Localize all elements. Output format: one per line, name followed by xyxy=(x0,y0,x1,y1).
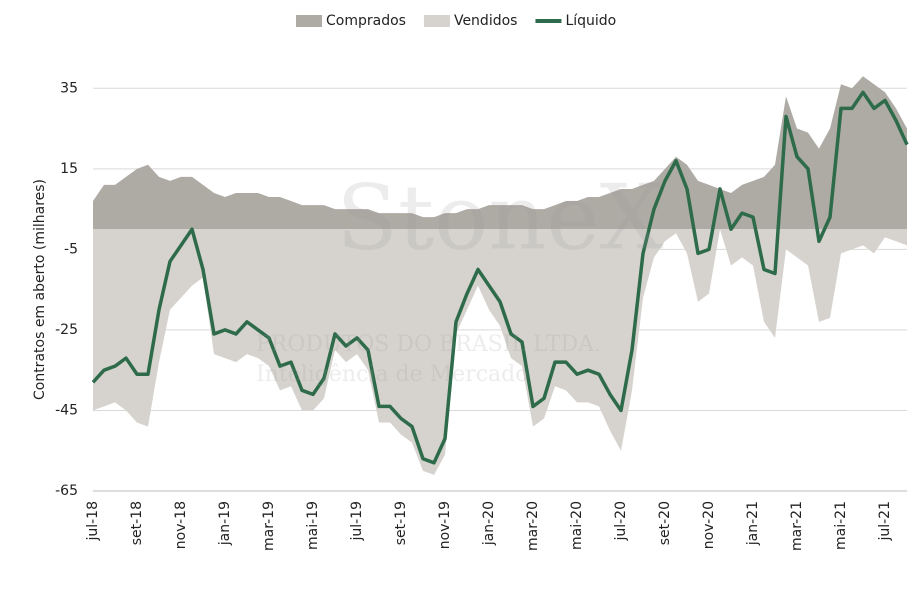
y-tick-label: -45 xyxy=(55,402,78,418)
x-tick-label: set-19 xyxy=(393,501,409,545)
legend-label: Comprados xyxy=(326,13,406,29)
x-tick-label: mar-20 xyxy=(525,501,541,551)
y-tick-label: -65 xyxy=(55,483,78,499)
x-tick-label: nov-18 xyxy=(173,501,189,549)
legend-swatch xyxy=(296,15,322,27)
x-tick-label: mar-21 xyxy=(789,501,805,551)
y-axis-label: Contratos em aberto (milhares) xyxy=(32,179,48,400)
x-tick-label: jul-21 xyxy=(877,501,893,542)
line xyxy=(91,90,909,465)
x-tick-label: jan-20 xyxy=(481,501,497,546)
y-tick-label: -5 xyxy=(64,241,78,257)
watermark: Inteligência de Mercado xyxy=(256,362,528,387)
watermark: StoneX xyxy=(336,165,663,270)
watermark: PRODUTOS DO BRASIL LTDA. xyxy=(256,332,601,357)
x-tick-label: jul-19 xyxy=(349,501,365,542)
x-tick-label: nov-19 xyxy=(437,501,453,549)
x-tick-label: jan-19 xyxy=(217,501,233,546)
x-tick-label: nov-20 xyxy=(701,501,717,549)
area xyxy=(93,229,907,475)
y-tick-label: 15 xyxy=(60,161,78,177)
x-tick-label: mai-19 xyxy=(305,501,321,550)
x-tick-label: jul-20 xyxy=(613,501,629,542)
x-tick-label: jul-18 xyxy=(85,501,101,542)
x-tick-label: mar-19 xyxy=(261,501,277,551)
x-tick-label: set-18 xyxy=(129,501,145,545)
legend-label: Vendidos xyxy=(454,13,518,29)
x-tick-label: mai-21 xyxy=(833,501,849,550)
x-tick-label: set-20 xyxy=(657,501,673,545)
legend: Comprados Vendidos Líquido xyxy=(296,13,616,29)
legend-swatch xyxy=(423,15,450,27)
y-tick-label: -25 xyxy=(55,322,78,338)
area xyxy=(93,76,907,230)
y-tick-label: 35 xyxy=(60,80,78,96)
x-tick-label: jan-21 xyxy=(745,501,761,546)
x-tick-label: mai-20 xyxy=(569,501,585,550)
legend-label: Líquido xyxy=(565,13,616,29)
